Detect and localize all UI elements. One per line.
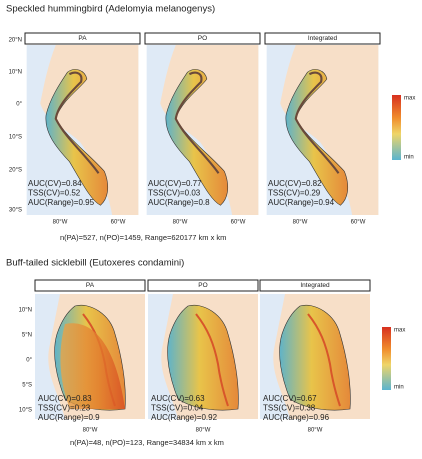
legend-colorbar	[392, 95, 401, 160]
y-axis-label: 10°S	[9, 135, 22, 141]
y-axis-label: 10°N	[9, 70, 22, 76]
y-axis-label: 20°S	[9, 168, 22, 174]
facet-strip	[24, 32, 141, 45]
stat-text: AUC(CV)=0.84	[28, 179, 82, 188]
facet-strip	[264, 32, 381, 45]
x-axis-label: 80°W	[83, 428, 98, 434]
facet-label: Integrated	[308, 35, 338, 42]
stat-text: AUC(CV)=0.77	[148, 179, 202, 188]
panel-title: Buff-tailed sicklebill (Eutoxeres condam…	[6, 258, 184, 269]
stat-text: TSS(CV)=0.03	[148, 189, 201, 198]
stat-text: AUC(Range)=0.8	[148, 198, 210, 207]
stat-text: AUC(CV)=0.83	[38, 394, 92, 403]
facet-strip	[259, 279, 371, 292]
stat-text: AUC(CV)=0.63	[151, 394, 205, 403]
y-axis-label: 10°N	[19, 308, 32, 314]
panel-title: Speckled hummingbird (Adelomyia melanoge…	[6, 4, 215, 15]
stat-text: TSS(CV)=0.23	[38, 404, 91, 413]
x-axis-label: 80°W	[293, 220, 308, 226]
stat-text: TSS(CV)=0.38	[263, 404, 316, 413]
legend-min: min	[404, 155, 414, 161]
y-axis-label: 0°	[16, 102, 22, 108]
y-axis-label: 20°N	[9, 38, 22, 44]
y-axis-label: 5°N	[22, 333, 32, 339]
stat-text: AUC(CV)=0.82	[268, 179, 322, 188]
stat-text: AUC(Range)=0.94	[268, 198, 335, 207]
facet-label: PO	[198, 35, 207, 42]
legend-colorbar	[382, 327, 391, 390]
x-axis-label: 60°W	[351, 220, 366, 226]
stat-text: AUC(Range)=0.96	[263, 413, 330, 422]
y-axis-label: 0°	[26, 358, 32, 364]
legend-min: min	[394, 385, 404, 391]
x-axis-label: 80°W	[308, 428, 323, 434]
stat-text: TSS(CV)=0.04	[151, 404, 204, 413]
x-axis-label: 80°W	[196, 428, 211, 434]
facet-label: PA	[78, 35, 87, 42]
facet-label: Integrated	[300, 282, 330, 289]
stat-text: AUC(CV)=0.67	[263, 394, 317, 403]
footer-text: n(PA)=48, n(PO)=123, Range=34834 km x km	[70, 438, 224, 447]
facet-strip	[34, 279, 146, 292]
facet-strip	[144, 32, 261, 45]
footer-text: n(PA)=527, n(PO)=1459, Range=620177 km x…	[60, 233, 226, 242]
stat-text: AUC(Range)=0.95	[28, 198, 95, 207]
y-axis-label: 10°S	[19, 408, 32, 414]
stat-text: TSS(CV)=0.29	[268, 189, 321, 198]
x-axis-label: 60°W	[231, 220, 246, 226]
y-axis-label: 5°S	[22, 383, 32, 389]
x-axis-label: 80°W	[173, 220, 188, 226]
stat-text: AUC(Range)=0.92	[151, 413, 218, 422]
facet-label: PA	[86, 282, 95, 289]
facet-strip	[147, 279, 259, 292]
legend-max: max	[404, 96, 415, 102]
y-axis-label: 30°S	[9, 208, 22, 214]
range-hot	[60, 323, 125, 409]
stat-text: TSS(CV)=0.52	[28, 189, 81, 198]
facet-label: PO	[198, 282, 207, 289]
stat-text: AUC(Range)=0.9	[38, 413, 100, 422]
legend-max: max	[394, 328, 405, 334]
x-axis-label: 80°W	[53, 220, 68, 226]
x-axis-label: 60°W	[111, 220, 126, 226]
